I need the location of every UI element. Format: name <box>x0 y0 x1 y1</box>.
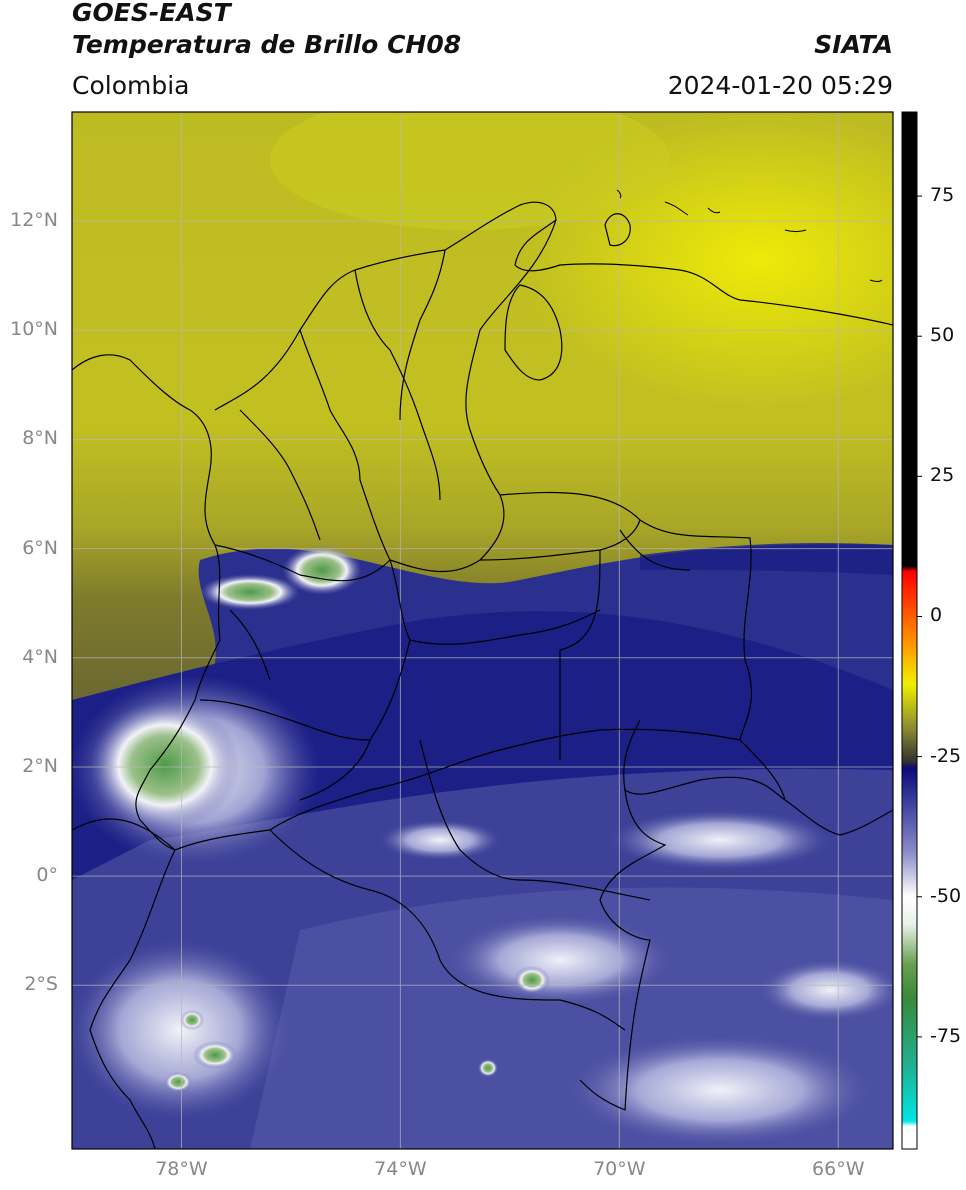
lat-tick-label: 4°N <box>22 645 58 668</box>
title-product: Temperatura de Brillo CH08 <box>72 30 462 59</box>
colorbar-tick-label: 25 <box>930 464 955 487</box>
lon-tick-label: 74°W <box>374 1158 427 1180</box>
title-satellite: GOES-EAST <box>72 0 231 27</box>
lat-tick-label: 12°N <box>10 209 58 232</box>
region-label: Colombia <box>72 71 190 100</box>
colorbar-tick-label: 0 <box>930 604 943 627</box>
brand-label: SIATA <box>814 30 893 59</box>
colorbar-ticks <box>917 195 922 1038</box>
colorbar <box>902 112 917 1149</box>
timestamp-label: 2024-01-20 05:29 <box>667 71 893 100</box>
lat-tick-label: 2°S <box>24 973 58 996</box>
lat-tick-label: 10°N <box>10 318 58 341</box>
brightness-temperature-field <box>72 112 893 1149</box>
lat-tick-label: 2°N <box>22 754 58 777</box>
colorbar-tick-label: 75 <box>930 184 955 207</box>
country-borders <box>72 201 893 1149</box>
colorbar-tick-label: -75 <box>930 1024 962 1047</box>
colorbar-tick-label: -25 <box>930 744 962 767</box>
colorbar-tick-label: -50 <box>930 884 962 907</box>
lat-tick-label: 0° <box>36 864 58 887</box>
graticule <box>72 112 893 1149</box>
lat-tick-label: 6°N <box>22 536 58 559</box>
lon-tick-label: 66°W <box>812 1158 865 1180</box>
colorbar-frame <box>901 111 918 1150</box>
lon-tick-label: 78°W <box>155 1158 208 1180</box>
lat-tick-label: 8°N <box>22 427 58 450</box>
map-frame <box>71 111 894 1150</box>
colorbar-tick-label: 50 <box>930 324 955 347</box>
caribbean-islands <box>616 189 883 282</box>
lon-tick-label: 70°W <box>593 1158 646 1180</box>
